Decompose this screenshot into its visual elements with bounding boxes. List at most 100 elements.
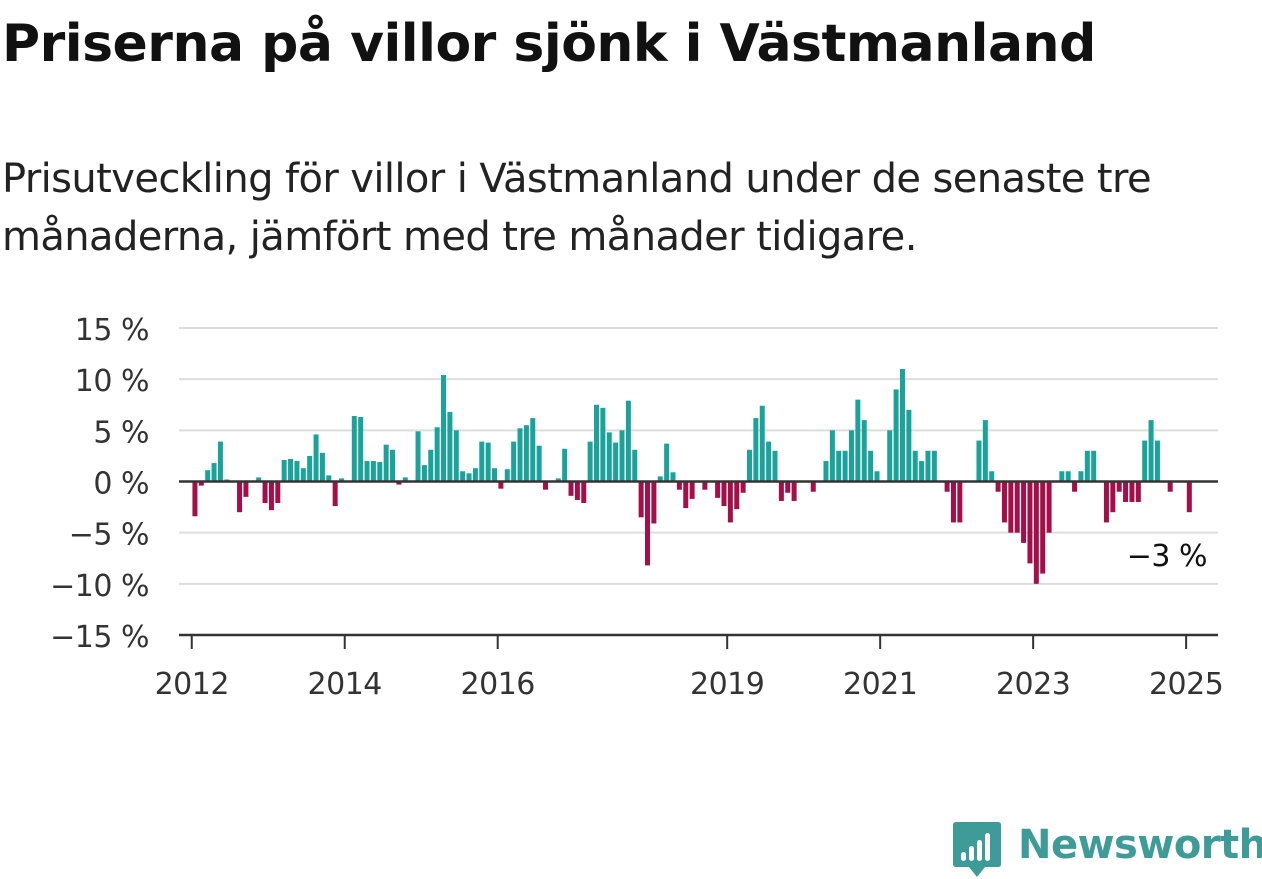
y-tick-label: 10 % <box>75 364 149 399</box>
bar <box>740 481 746 493</box>
bar <box>332 481 338 507</box>
bar <box>390 449 396 482</box>
bar <box>657 476 663 482</box>
x-tick-label: 2019 <box>690 667 764 702</box>
bar <box>237 481 243 513</box>
annotations: −3 % <box>1127 539 1208 574</box>
bar <box>753 418 759 482</box>
bar <box>1116 481 1122 492</box>
bar <box>638 481 644 518</box>
bar <box>683 481 689 509</box>
chart-title: Priserna på villor sjönk i Västmanland <box>2 14 1096 74</box>
bar <box>957 481 963 523</box>
bar <box>689 481 695 499</box>
bar <box>1129 481 1135 502</box>
bar <box>1142 440 1148 482</box>
bar <box>313 434 319 482</box>
bar <box>702 481 708 490</box>
bar <box>211 463 217 482</box>
latest-value-label: −3 % <box>1127 539 1207 574</box>
bar <box>874 471 880 482</box>
bar <box>421 465 427 482</box>
bar <box>472 468 478 482</box>
bar <box>1059 471 1065 482</box>
bar-chart-bubble-icon <box>953 822 1001 877</box>
bar <box>842 450 848 482</box>
bar <box>281 460 287 482</box>
bar <box>383 444 389 482</box>
x-tick-label: 2023 <box>996 667 1070 702</box>
bar <box>1091 450 1097 482</box>
bar <box>243 481 249 497</box>
y-axis-tick-labels: 15 % 10 % 5 % 0 % −5 % −10 % −15 % <box>50 313 149 655</box>
bar <box>453 430 459 482</box>
bar <box>919 461 925 482</box>
bar <box>759 405 765 482</box>
bar <box>1154 440 1160 482</box>
bar <box>912 450 918 482</box>
bar <box>192 481 198 517</box>
bar <box>1065 471 1071 482</box>
bar <box>613 442 619 482</box>
chart-subtitle: Prisutveckling för villor i Västmanland … <box>2 156 1152 260</box>
bar <box>606 432 612 482</box>
bar <box>1123 481 1129 502</box>
x-axis-tick-labels: 2012 2014 2016 2019 2021 2023 2025 <box>155 635 1224 702</box>
bar <box>262 481 268 503</box>
bar <box>791 481 797 501</box>
bar <box>370 461 376 482</box>
bar <box>441 375 447 482</box>
bar <box>434 427 440 482</box>
bar <box>517 428 523 482</box>
bar <box>925 450 931 482</box>
bar <box>950 481 956 523</box>
bar <box>899 368 905 482</box>
bar <box>1186 481 1192 513</box>
bar <box>587 441 593 482</box>
bar <box>1008 481 1014 533</box>
bar <box>307 455 313 482</box>
bar <box>600 407 606 482</box>
x-tick-label: 2016 <box>461 667 535 702</box>
y-tick-label: 15 % <box>75 313 149 348</box>
bar <box>1167 481 1173 492</box>
bar <box>460 471 466 482</box>
bar <box>1033 481 1039 584</box>
bar <box>555 478 561 482</box>
bar <box>632 449 638 482</box>
bar <box>479 441 485 482</box>
bar <box>326 475 332 482</box>
bar <box>428 449 434 482</box>
bar <box>536 445 542 482</box>
y-tick-label: 0 % <box>93 467 149 502</box>
bar <box>1021 481 1027 543</box>
x-tick-label: 2025 <box>1149 667 1223 702</box>
bar <box>358 417 364 482</box>
bar <box>275 481 281 503</box>
bar <box>810 481 816 492</box>
bar <box>1135 481 1141 502</box>
y-tick-label: −10 % <box>50 569 149 604</box>
x-tick-label: 2012 <box>155 667 229 702</box>
bar <box>855 399 861 482</box>
bar <box>1148 420 1154 482</box>
bar <box>364 461 370 482</box>
bar <box>581 481 587 503</box>
bar <box>746 449 752 482</box>
bar <box>396 481 402 485</box>
bar <box>530 418 536 482</box>
bar <box>989 471 995 482</box>
y-tick-label: −15 % <box>50 620 149 655</box>
bar <box>377 462 383 482</box>
x-tick-label: 2021 <box>843 667 917 702</box>
bar <box>823 461 829 482</box>
bar <box>562 448 568 482</box>
bar <box>715 481 721 498</box>
bar <box>319 452 325 482</box>
bar <box>868 450 874 482</box>
bar <box>1078 471 1084 482</box>
bar <box>288 458 294 482</box>
bar <box>402 477 408 482</box>
bar <box>944 481 950 492</box>
bar <box>1084 450 1090 482</box>
